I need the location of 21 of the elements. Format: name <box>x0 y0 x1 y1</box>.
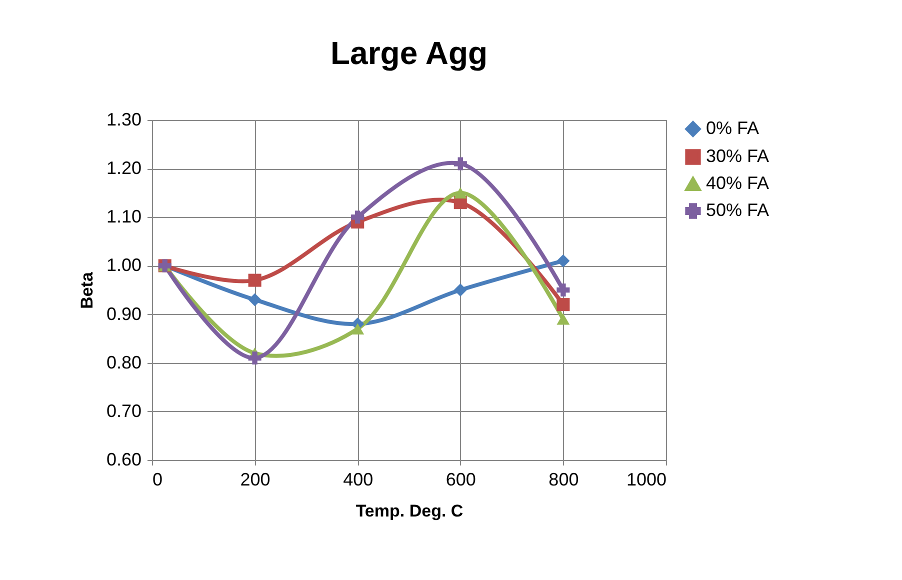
y-tick-label: 0.90 <box>106 304 142 324</box>
legend-label: 0% FA <box>706 118 760 138</box>
y-tick-label: 1.20 <box>106 158 142 178</box>
x-tick-label: 800 <box>548 470 579 490</box>
x-tick-label: 200 <box>240 470 270 490</box>
legend-label: 40% FA <box>706 173 770 193</box>
x-tick-label: 1000 <box>626 470 666 490</box>
x-tick-label: 600 <box>446 470 476 490</box>
y-tick-label: 1.10 <box>106 206 142 227</box>
legend-label: 30% FA <box>706 146 770 166</box>
chart-title: Large Agg <box>330 35 488 71</box>
y-axis-title: Beta <box>77 272 96 309</box>
y-tick-label: 1.30 <box>106 110 142 130</box>
y-tick-label: 0.80 <box>106 352 142 372</box>
y-tick-label: 0.70 <box>106 400 142 421</box>
y-tick-label: 0.60 <box>106 450 142 470</box>
x-axis-title: Temp. Deg. C <box>356 502 464 520</box>
x-tick-label: 0 <box>152 470 163 490</box>
legend-label: 50% FA <box>706 200 770 220</box>
x-tick-label: 400 <box>343 470 374 490</box>
y-tick-label: 1.00 <box>106 255 142 276</box>
